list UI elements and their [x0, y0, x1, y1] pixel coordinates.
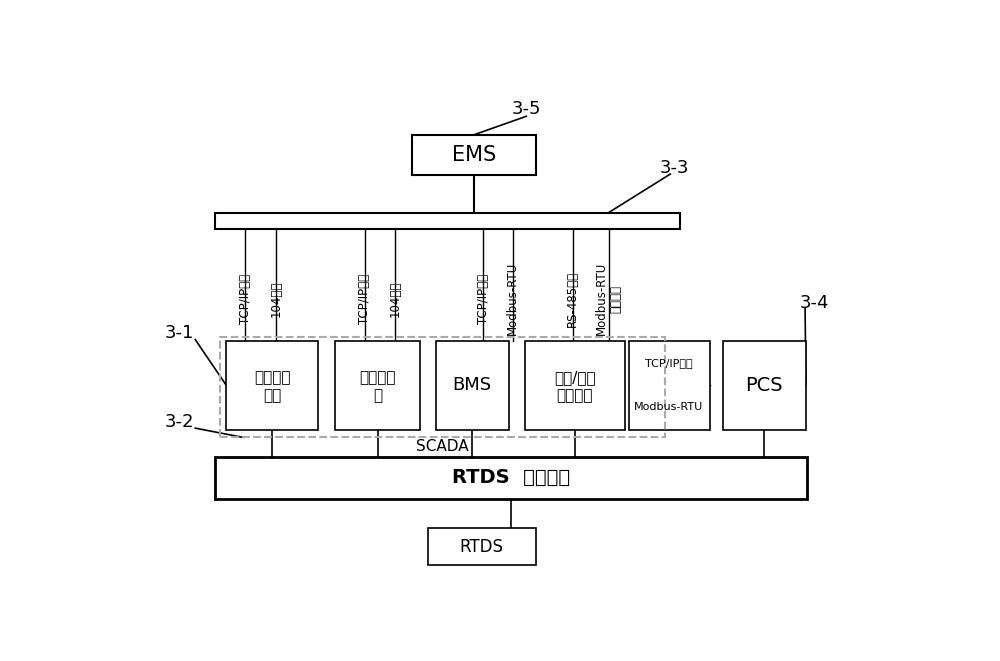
Text: TCP/IP协议: TCP/IP协议: [477, 274, 490, 324]
Text: BMS: BMS: [452, 376, 491, 394]
Text: SCADA: SCADA: [416, 439, 469, 454]
Text: 3-3: 3-3: [659, 159, 689, 177]
Text: RTDS: RTDS: [460, 537, 504, 556]
Bar: [525, 341, 625, 430]
Text: 模式切换: 模式切换: [360, 369, 396, 385]
Text: RS-485串口: RS-485串口: [566, 271, 579, 327]
Text: 3-1: 3-1: [165, 325, 195, 342]
Text: 转换装置: 转换装置: [557, 388, 593, 403]
Bar: [215, 457, 807, 499]
Bar: [436, 341, 509, 430]
Text: 104协议: 104协议: [270, 280, 283, 317]
Text: 器: 器: [373, 388, 382, 403]
Text: 3-4: 3-4: [800, 293, 829, 311]
Text: 104协议: 104协议: [389, 280, 402, 317]
Text: Modbus-RTU
（串口）: Modbus-RTU （串口）: [595, 262, 623, 335]
Text: 测控保护: 测控保护: [254, 369, 291, 385]
Bar: [629, 341, 710, 430]
Bar: [226, 341, 318, 430]
Text: 3-2: 3-2: [165, 413, 195, 431]
Bar: [723, 341, 806, 430]
Bar: [428, 528, 536, 565]
Text: Modbus-RTU: Modbus-RTU: [506, 262, 519, 335]
Text: TCP/IP协议: TCP/IP协议: [358, 274, 371, 324]
Bar: [215, 213, 680, 229]
Text: 数模/模数: 数模/模数: [554, 369, 596, 385]
Text: PCS: PCS: [745, 375, 783, 395]
Text: EMS: EMS: [452, 145, 496, 165]
Text: Modbus-RTU: Modbus-RTU: [634, 403, 703, 412]
Bar: [335, 341, 420, 430]
Text: TCP/IP协议: TCP/IP协议: [645, 358, 693, 368]
Bar: [412, 135, 536, 175]
Text: 3-5: 3-5: [512, 100, 541, 118]
Bar: [220, 337, 665, 438]
Text: TCP/IP协议: TCP/IP协议: [239, 274, 252, 324]
Text: 装置: 装置: [263, 388, 281, 403]
Text: RTDS  板卡接口: RTDS 板卡接口: [452, 468, 570, 487]
